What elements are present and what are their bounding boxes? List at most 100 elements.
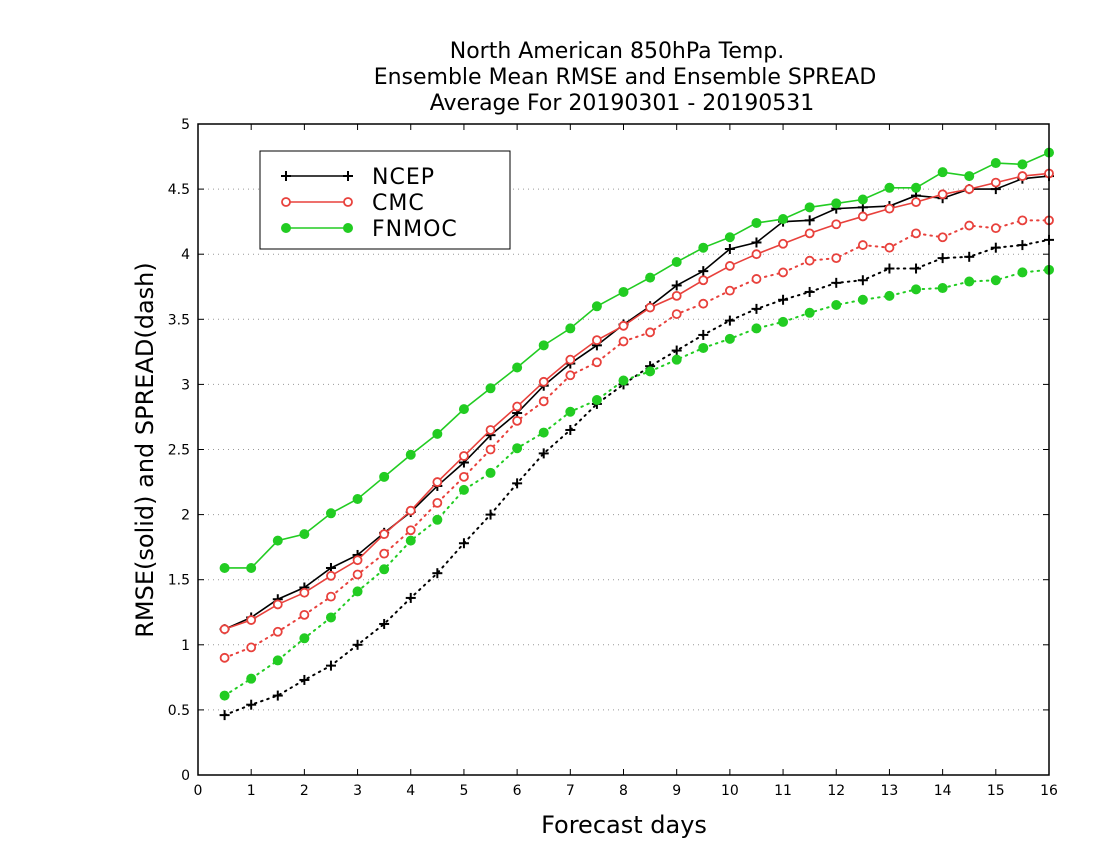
point-cmc-spread-13 bbox=[565, 370, 576, 381]
point-fnmoc-spread-27 bbox=[937, 283, 948, 294]
point-cmc-rmse-30 bbox=[1017, 171, 1028, 181]
point-cmc-spread-3 bbox=[299, 609, 310, 620]
point-cmc-rmse-24 bbox=[857, 211, 868, 222]
point-cmc-spread-19 bbox=[724, 285, 735, 296]
point-fnmoc-rmse-13 bbox=[565, 323, 576, 334]
point-cmc-rmse-8 bbox=[432, 477, 443, 487]
y-tick-label-7: 3.5 bbox=[168, 312, 190, 328]
point-fnmoc-spread-25 bbox=[884, 290, 895, 301]
series-line-fnmoc-spread bbox=[223, 268, 1050, 697]
point-ncep-spread-26 bbox=[911, 263, 922, 274]
point-cmc-rmse-23 bbox=[831, 219, 842, 230]
point-fnmoc-spread-21 bbox=[778, 316, 789, 327]
point-fnmoc-rmse-3 bbox=[299, 529, 310, 540]
x-axis-label: Forecast days bbox=[541, 811, 707, 839]
chart-title-line-3: Average For 20190301 - 20190531 bbox=[430, 91, 815, 116]
point-ncep-spread-19 bbox=[724, 315, 735, 326]
point-cmc-rmse-15 bbox=[618, 320, 629, 331]
point-ncep-spread-2 bbox=[272, 690, 283, 701]
point-cmc-spread-21 bbox=[778, 267, 788, 278]
point-fnmoc-spread-6 bbox=[379, 564, 390, 575]
point-fnmoc-rmse-23 bbox=[831, 198, 842, 209]
point-fnmoc-spread-17 bbox=[671, 354, 682, 365]
point-fnmoc-spread-20 bbox=[751, 323, 762, 334]
x-tick-label-13: 13 bbox=[881, 783, 899, 799]
x-tick-label-4: 4 bbox=[406, 783, 415, 799]
point-ncep-spread-23 bbox=[831, 277, 842, 288]
point-fnmoc-rmse-12 bbox=[538, 340, 549, 351]
point-fnmoc-spread-29 bbox=[990, 275, 1001, 286]
y-tick-label-9: 4.5 bbox=[168, 182, 190, 198]
point-ncep-spread-30 bbox=[1017, 240, 1028, 251]
point-ncep-spread-13 bbox=[565, 424, 576, 435]
point-fnmoc-rmse-29 bbox=[990, 158, 1001, 169]
point-fnmoc-spread-22 bbox=[804, 307, 815, 318]
point-fnmoc-rmse-16 bbox=[645, 272, 656, 283]
point-fnmoc-rmse-21 bbox=[778, 214, 789, 225]
y-tick-label-3: 1.5 bbox=[168, 573, 190, 589]
point-ncep-spread-1 bbox=[246, 699, 257, 710]
point-cmc-rmse-22 bbox=[804, 228, 815, 239]
legend-box bbox=[259, 150, 511, 250]
legend-marker-right-cmc bbox=[343, 197, 353, 207]
point-fnmoc-spread-10 bbox=[485, 467, 496, 478]
point-cmc-spread-27 bbox=[937, 232, 948, 243]
point-cmc-spread-12 bbox=[538, 396, 549, 407]
point-cmc-rmse-20 bbox=[751, 249, 762, 260]
series-line-ncep-spread bbox=[223, 238, 1050, 717]
point-cmc-rmse-3 bbox=[299, 587, 310, 598]
point-fnmoc-spread-7 bbox=[405, 535, 416, 546]
point-cmc-spread-2 bbox=[272, 626, 283, 637]
x-tick-label-7: 7 bbox=[566, 783, 575, 799]
point-ncep-spread-28 bbox=[964, 251, 975, 262]
point-ncep-spread-20 bbox=[751, 303, 762, 314]
point-fnmoc-rmse-25 bbox=[884, 182, 895, 193]
point-ncep-rmse-20 bbox=[751, 237, 762, 248]
point-fnmoc-spread-13 bbox=[565, 406, 576, 417]
point-fnmoc-rmse-15 bbox=[618, 286, 629, 297]
point-cmc-rmse-21 bbox=[778, 238, 788, 249]
y-tick-label-2: 1 bbox=[181, 638, 190, 654]
legend-marker-left-cmc bbox=[281, 197, 291, 207]
point-cmc-rmse-12 bbox=[538, 376, 549, 387]
point-fnmoc-rmse-14 bbox=[591, 301, 602, 312]
x-tick-label-8: 8 bbox=[619, 783, 628, 799]
point-fnmoc-spread-15 bbox=[618, 375, 629, 386]
series-cmc-spread bbox=[219, 215, 1054, 663]
point-fnmoc-rmse-19 bbox=[724, 232, 735, 243]
point-cmc-spread-23 bbox=[831, 253, 842, 264]
point-fnmoc-spread-30 bbox=[1017, 267, 1028, 278]
point-cmc-spread-24 bbox=[857, 240, 868, 250]
point-fnmoc-rmse-28 bbox=[964, 171, 975, 182]
series-ncep-spread bbox=[219, 234, 1054, 721]
point-cmc-spread-8 bbox=[432, 497, 443, 508]
point-cmc-spread-18 bbox=[698, 298, 709, 309]
point-cmc-rmse-13 bbox=[565, 354, 576, 365]
point-cmc-rmse-28 bbox=[964, 184, 975, 195]
point-cmc-rmse-27 bbox=[937, 189, 948, 200]
point-cmc-rmse-25 bbox=[884, 203, 895, 214]
point-cmc-rmse-10 bbox=[485, 425, 496, 435]
point-fnmoc-spread-18 bbox=[698, 342, 709, 353]
y-tick-label-1: 0.5 bbox=[168, 703, 190, 719]
point-ncep-spread-0 bbox=[219, 710, 230, 721]
point-cmc-spread-0 bbox=[219, 652, 230, 663]
chart-title: North American 850hPa Temp. Ensemble Mea… bbox=[374, 39, 877, 116]
point-cmc-spread-28 bbox=[964, 220, 975, 231]
axis-ticks: 0 1 2 3 4 5 6 7 8 9 10 11 12 13 14 15 1600.511.522.533.5… bbox=[168, 117, 1058, 799]
point-fnmoc-rmse-30 bbox=[1017, 159, 1028, 170]
point-ncep-spread-21 bbox=[778, 294, 789, 305]
point-cmc-spread-4 bbox=[326, 591, 336, 602]
point-ncep-spread-9 bbox=[458, 538, 469, 549]
point-cmc-spread-14 bbox=[592, 357, 602, 368]
point-cmc-spread-30 bbox=[1017, 215, 1028, 226]
y-tick-label-0: 0 bbox=[181, 768, 190, 784]
point-fnmoc-spread-0 bbox=[219, 690, 230, 701]
x-tick-label-5: 5 bbox=[459, 783, 468, 799]
point-ncep-spread-10 bbox=[485, 509, 496, 520]
point-fnmoc-rmse-4 bbox=[325, 508, 336, 519]
point-cmc-spread-7 bbox=[405, 525, 416, 536]
